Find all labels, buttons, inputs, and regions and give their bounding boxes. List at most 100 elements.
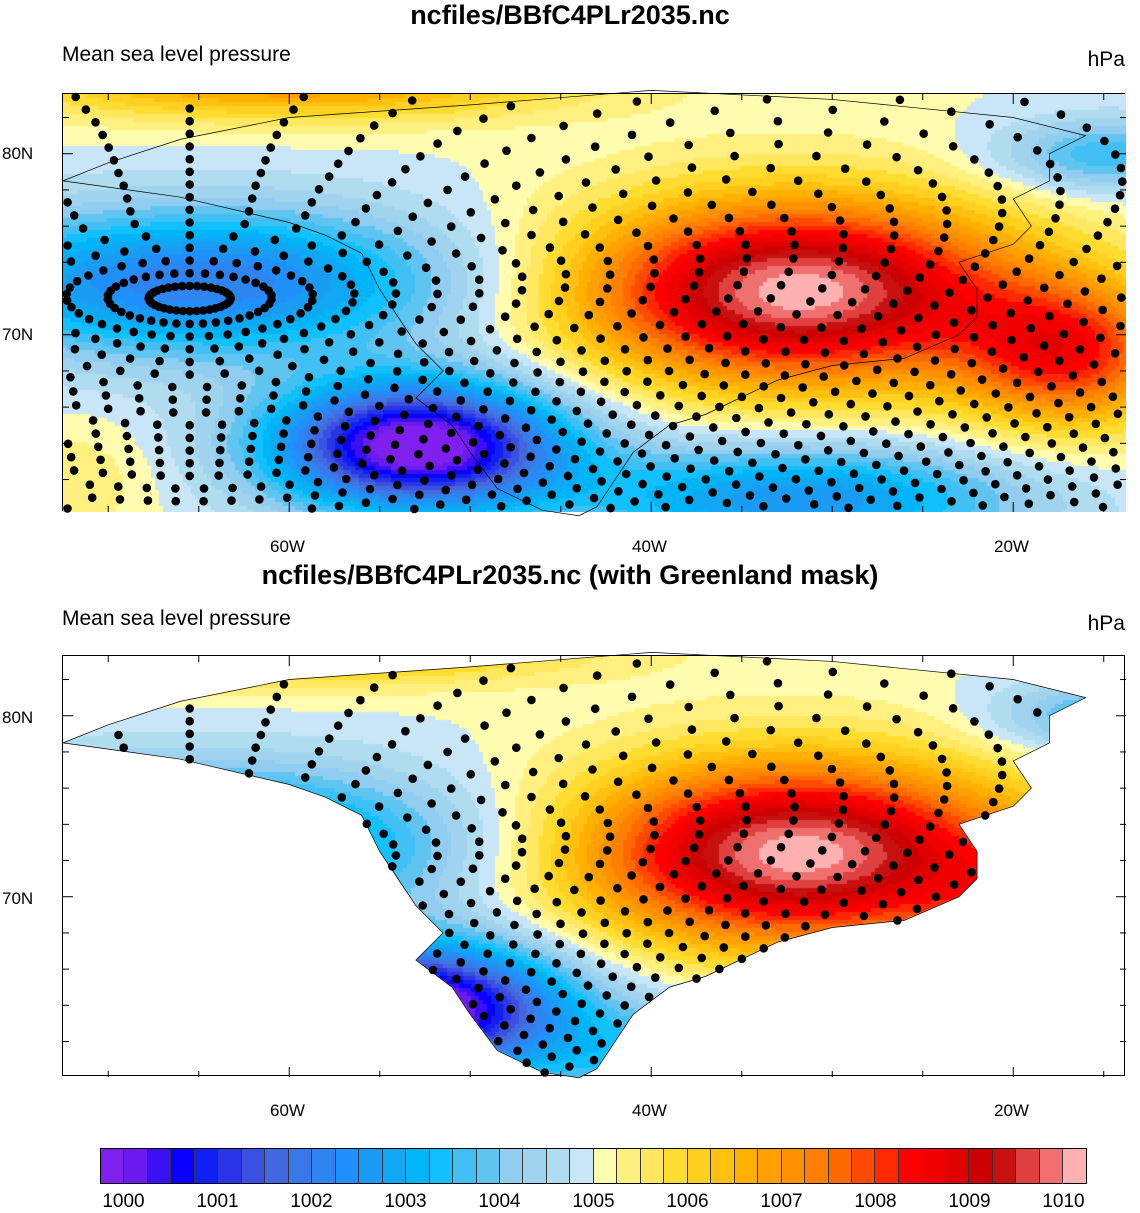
grid-point — [947, 497, 956, 506]
grid-point — [977, 375, 987, 384]
grid-point — [871, 271, 881, 281]
grid-point — [485, 324, 495, 334]
colorbar-box — [265, 1149, 289, 1183]
grid-point — [500, 1021, 509, 1030]
grid-point — [1093, 231, 1103, 240]
grid-point — [930, 863, 939, 872]
grid-point — [271, 266, 281, 275]
grid-point — [1007, 335, 1016, 345]
grid-point — [445, 928, 454, 938]
grid-point — [589, 493, 599, 503]
grid-point — [476, 795, 486, 805]
grid-point — [814, 466, 823, 476]
grid-point — [674, 963, 684, 973]
grid-point — [324, 172, 334, 181]
grid-point — [372, 752, 382, 762]
grid-point — [967, 358, 977, 368]
grid-point — [761, 359, 771, 368]
grid-point — [433, 701, 442, 710]
grid-point — [344, 146, 353, 156]
grid-point — [216, 433, 226, 442]
grid-point — [512, 743, 521, 752]
grid-point — [443, 185, 452, 195]
grid-point — [563, 1033, 573, 1043]
grid-point — [88, 416, 98, 425]
grid-point — [683, 789, 693, 798]
grid-point — [112, 324, 122, 333]
grid-point — [337, 231, 347, 240]
grid-point — [643, 917, 653, 927]
grid-point — [532, 909, 541, 919]
grid-point — [185, 230, 194, 240]
y-tick-label: 80N — [2, 144, 34, 163]
grid-point — [644, 430, 654, 440]
grid-point — [479, 449, 489, 459]
grid-point — [847, 859, 857, 869]
grid-point — [737, 392, 747, 402]
grid-point — [185, 129, 194, 139]
grid-point — [554, 191, 563, 201]
grid-point — [997, 195, 1007, 204]
grid-point — [1087, 457, 1096, 466]
grid-point — [517, 834, 527, 843]
colorbar-box — [359, 1149, 383, 1183]
colorbar-label: 1010 — [1042, 1191, 1085, 1212]
grid-point — [644, 714, 653, 723]
grid-point — [344, 407, 354, 417]
grid-point — [886, 806, 896, 816]
grid-point — [338, 488, 347, 497]
grid-point — [506, 101, 516, 111]
grid-point — [364, 374, 373, 384]
map-overlay — [61, 90, 1127, 517]
grid-point — [469, 918, 479, 928]
grid-point — [707, 200, 717, 210]
grid-point — [595, 859, 605, 869]
grid-point — [199, 496, 208, 506]
grid-point — [532, 435, 542, 445]
grid-point — [498, 808, 507, 817]
grid-point — [656, 391, 665, 400]
grid-point — [74, 309, 84, 318]
grid-point — [201, 408, 211, 417]
grid-point — [527, 695, 536, 705]
grid-point — [138, 258, 147, 268]
grid-point — [500, 976, 510, 985]
grid-point — [889, 378, 899, 388]
grid-point — [424, 419, 433, 429]
grid-point — [949, 318, 959, 327]
grid-point — [1110, 349, 1120, 358]
grid-point — [125, 457, 135, 467]
grid-point — [98, 468, 108, 478]
grid-point — [939, 795, 949, 804]
grid-point — [1097, 274, 1106, 283]
grid-point — [202, 382, 212, 392]
grid-point — [950, 344, 960, 354]
grid-point — [272, 130, 282, 140]
grid-point — [82, 361, 92, 371]
y-tick-label: 70N — [2, 325, 34, 344]
grid-point — [773, 678, 783, 688]
grid-point — [683, 227, 693, 236]
grid-point — [547, 1052, 556, 1061]
grid-point — [274, 455, 284, 465]
grid-point — [153, 420, 162, 430]
grid-point — [545, 461, 554, 471]
grid-point — [839, 361, 849, 370]
grid-point — [1035, 240, 1045, 250]
grid-point — [495, 992, 505, 1002]
grid-point — [185, 370, 194, 379]
grid-point — [375, 401, 384, 411]
grid-point — [997, 770, 1007, 780]
grid-point — [838, 805, 848, 815]
grid-point — [876, 752, 886, 762]
grid-point — [117, 307, 126, 317]
grid-point — [261, 718, 270, 727]
grid-point — [801, 921, 810, 931]
grid-point — [913, 407, 922, 416]
grid-point — [595, 297, 605, 307]
grid-point — [351, 217, 360, 227]
grid-point — [592, 109, 602, 118]
grid-point — [618, 751, 628, 761]
grid-point — [753, 869, 763, 878]
grid-point — [307, 439, 316, 449]
